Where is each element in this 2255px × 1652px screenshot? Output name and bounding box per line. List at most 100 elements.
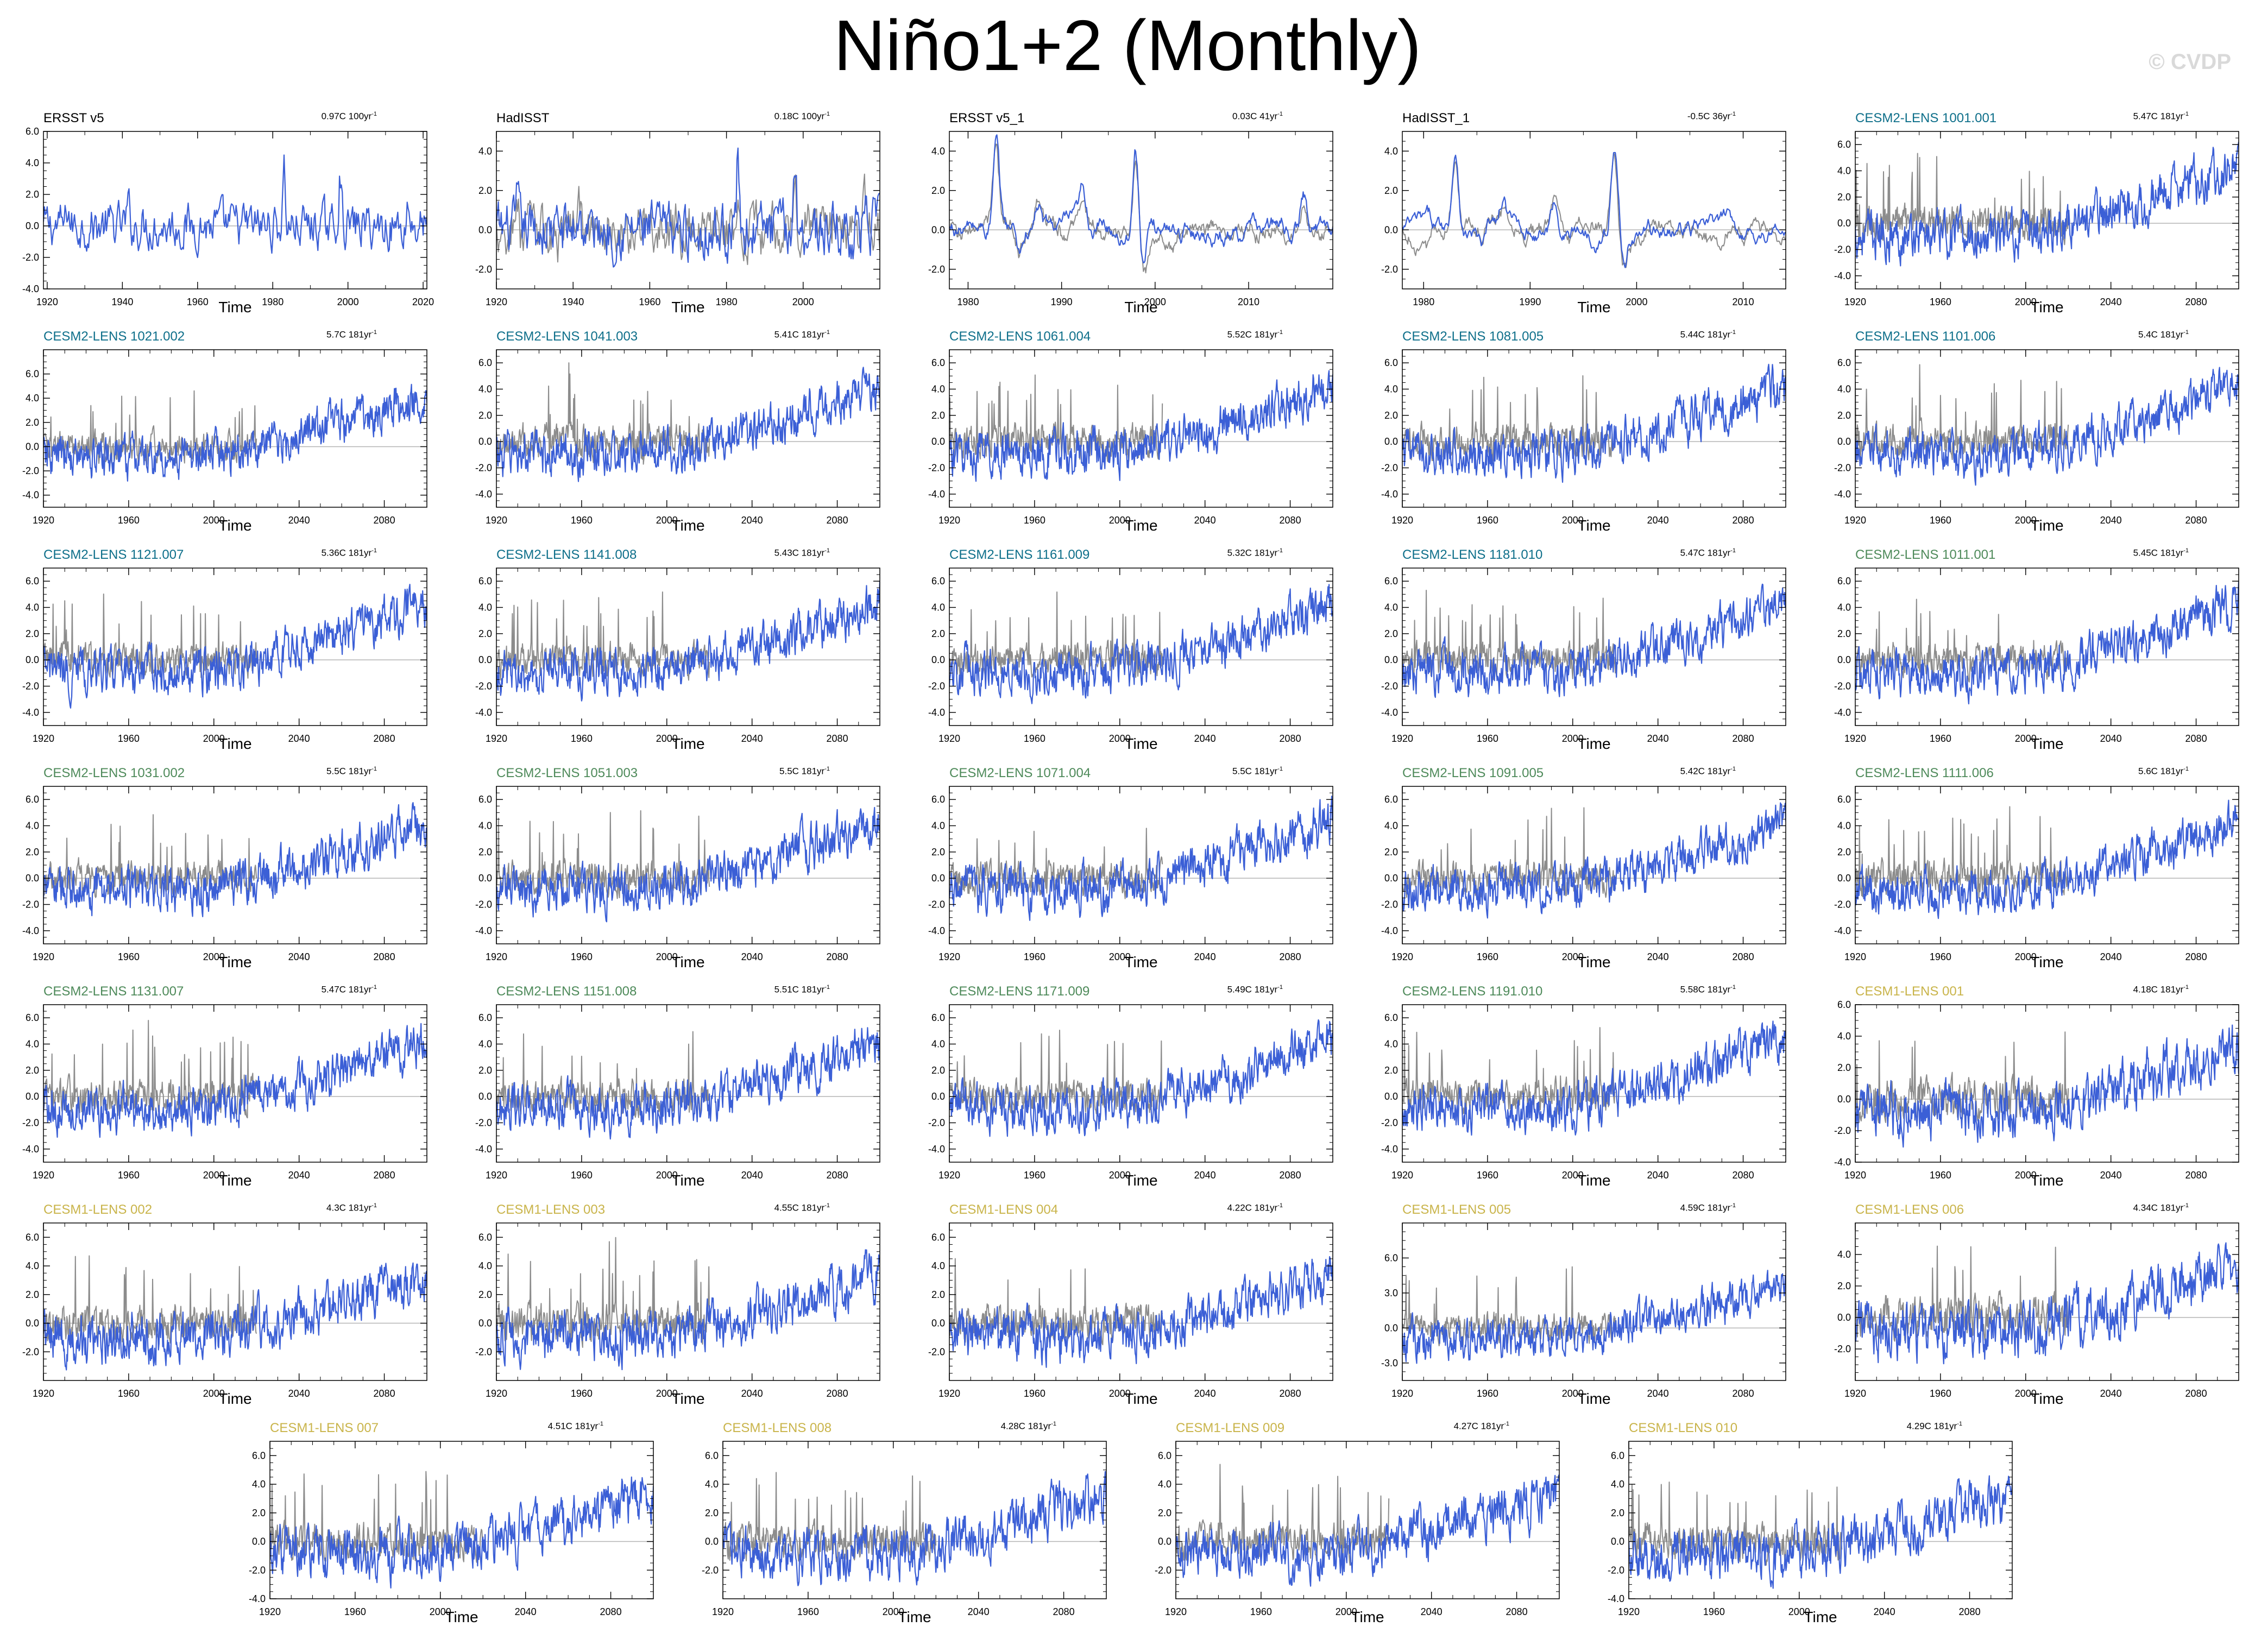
reference-series-line [270, 1471, 484, 1563]
x-tick-label: 2080 [2185, 951, 2207, 962]
y-tick-label: 6.0 [26, 794, 39, 805]
chart-panel: CESM2-LENS 1041.003 5.41C 181yr-1 Time 1920… [453, 329, 880, 547]
y-tick-label: 0.0 [931, 1318, 945, 1329]
series-line [43, 154, 427, 258]
x-axis-label: Time [1124, 954, 1158, 970]
chart-plot: 1920 1960 2000 2040 2080 6.0 4.0 2.0 0.0 -2.0 -4.0 [249, 1441, 654, 1617]
panel-title: CESM2-LENS 1141.008 [496, 547, 637, 562]
x-tick-label: 1960 [1930, 733, 1951, 744]
y-tick-label: 4.0 [478, 146, 492, 156]
y-tick-label: 4.0 [1837, 1031, 1851, 1042]
x-tick-label: 2000 [1562, 1388, 1584, 1399]
x-tick-label: 2000 [1109, 1170, 1131, 1181]
y-tick-label: 4.0 [478, 602, 492, 613]
x-tick-label: 2040 [288, 515, 310, 526]
trend-exponent: -1 [824, 766, 830, 772]
chart-plot: 1920 1960 2000 2040 2080 6.0 4.0 2.0 0.0 -2.0 -4.0 [1381, 786, 1786, 962]
trend-exponent: -1 [1277, 766, 1283, 772]
chart-panel: CESM1-LENS 007 4.51C 181yr-1 Time 1920 1960 2… [226, 1421, 654, 1639]
x-axis-label: Time [671, 1172, 705, 1189]
panel-title: CESM2-LENS 1001.001 [1855, 111, 1997, 125]
y-tick-label: 4.0 [478, 384, 492, 395]
y-tick-label: 2.0 [478, 628, 492, 639]
y-tick-label: 0.0 [931, 436, 945, 447]
y-tick-label: 6.0 [1837, 139, 1851, 150]
x-tick-label: 1920 [33, 515, 54, 526]
x-tick-label: 2000 [2015, 1388, 2037, 1399]
panel-trend-label: 5.32C 181yr-1 [1227, 547, 1283, 559]
trend-value: 4.55C 181yr [774, 1202, 825, 1213]
reference-series-line [496, 1031, 710, 1118]
panel-trend-label: 4.51C 181yr-1 [548, 1421, 603, 1432]
trend-value: 4.27C 181yr [1453, 1421, 1504, 1432]
chart-plot: 1920 1960 2000 2040 2080 6.0 4.0 2.0 0.0 -2.0 -4.0 [475, 568, 880, 744]
x-tick-label: 1920 [1844, 515, 1866, 526]
series-line [723, 1471, 1106, 1586]
y-tick-label: 0.0 [1158, 1536, 1171, 1547]
x-axis-label: Time [1577, 1390, 1611, 1407]
y-tick-label: 2.0 [1837, 847, 1851, 857]
chart-panel: CESM2-LENS 1101.006 5.4C 181yr-1 Time 1920 1… [1812, 329, 2239, 547]
x-tick-label: 2040 [741, 951, 763, 962]
series-line [1855, 1024, 2239, 1148]
x-axis-label: Time [1577, 954, 1611, 970]
y-tick-label: 4.0 [252, 1479, 266, 1490]
x-tick-label: 1920 [938, 1170, 960, 1181]
panel-title: HadISST [496, 111, 550, 125]
trend-exponent: -1 [1730, 111, 1736, 117]
y-tick-label: 4.0 [26, 1260, 39, 1271]
panel-title: CESM2-LENS 1181.010 [1402, 547, 1543, 562]
panel-trend-label: 5.5C 181yr-1 [779, 766, 830, 777]
x-tick-label: 2020 [412, 297, 434, 307]
y-tick-label: -2.0 [22, 1346, 39, 1357]
y-tick-label: 6.0 [1384, 357, 1398, 368]
trend-exponent: -1 [1051, 1421, 1056, 1427]
trend-exponent: -1 [371, 329, 377, 336]
chart-plot: 1920 1960 2000 2040 2080 6.0 4.0 2.0 0.0 -2.0 [702, 1441, 1107, 1617]
x-tick-label: 1960 [1024, 515, 1045, 526]
y-tick-label: 2.0 [1837, 192, 1851, 203]
x-tick-label: 2080 [374, 515, 395, 526]
x-tick-label: 1920 [486, 515, 507, 526]
trend-exponent: -1 [371, 111, 377, 117]
panel-title: CESM2-LENS 1041.003 [496, 329, 638, 344]
y-tick-label: 4.0 [1611, 1479, 1624, 1490]
x-tick-label: 1960 [639, 297, 660, 307]
trend-exponent: -1 [1957, 1421, 1962, 1427]
y-tick-label: -4.0 [22, 283, 39, 294]
y-tick-label: -2.0 [22, 465, 39, 476]
series-line [496, 147, 880, 268]
y-tick-label: 0.0 [1384, 436, 1398, 447]
chart-plot: 1920 1940 1960 1980 2000 2020 6.0 4.0 2.0 0.0 -2.0… [22, 126, 434, 307]
chart-plot: 1920 1960 2000 2040 2080 6.0 4.0 2.0 0.0 -2.0 [22, 1222, 427, 1399]
trend-value: 5.51C 181yr [774, 984, 825, 995]
chart-plot: 1920 1960 2000 2040 2080 6.0 4.0 2.0 0.0 -2.0 -4.0 [475, 786, 880, 962]
y-tick-label: -2.0 [1155, 1565, 1171, 1575]
x-tick-label: 2040 [2100, 733, 2122, 744]
panel-title: CESM2-LENS 1061.004 [949, 329, 1091, 344]
series-line [1629, 1475, 2012, 1589]
y-tick-label: -2.0 [22, 681, 39, 692]
x-tick-label: 1920 [1165, 1606, 1187, 1617]
reference-series-line [43, 1255, 257, 1344]
y-tick-label: 0.0 [931, 654, 945, 665]
x-tick-label: 2040 [2100, 515, 2122, 526]
chart-plot: 1920 1960 2000 2040 2080 6.0 4.0 2.0 0.0 -2.0 -4.0 [928, 349, 1333, 526]
y-tick-label: 2.0 [478, 847, 492, 857]
y-tick-label: 2.0 [931, 185, 945, 196]
y-tick-label: -2.0 [1608, 1565, 1624, 1575]
y-tick-label: 0.0 [478, 1318, 492, 1329]
y-tick-label: 6.0 [26, 1232, 39, 1243]
y-tick-label: 0.0 [705, 1536, 719, 1547]
reference-series-line [1855, 806, 2069, 899]
chart-plot: 1920 1960 2000 2040 2080 6.0 4.0 2.0 0.0 -2.0 -4.0 [475, 349, 880, 526]
y-tick-label: -4.0 [475, 489, 492, 500]
x-tick-label: 2040 [2100, 1170, 2122, 1181]
y-tick-label: 0.0 [478, 654, 492, 665]
x-tick-label: 2080 [1733, 1170, 1754, 1181]
panel-title: CESM1-LENS 008 [723, 1421, 832, 1435]
y-tick-label: 2.0 [1384, 410, 1398, 421]
trend-exponent: -1 [598, 1421, 603, 1427]
chart-plot: 1920 1960 2000 2040 2080 6.0 4.0 2.0 0.0 -2.0 -4.0 [928, 1004, 1333, 1181]
watermark: © CVDP [2149, 50, 2231, 74]
